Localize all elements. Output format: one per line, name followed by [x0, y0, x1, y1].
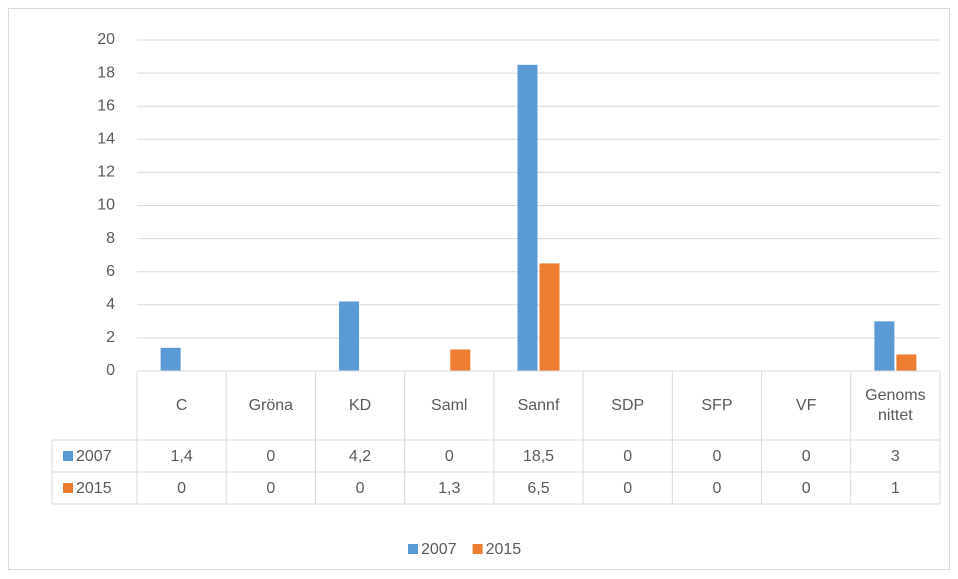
x-tick-label: SDP — [611, 397, 645, 414]
category-cell-box: Saml — [405, 372, 494, 440]
category-cell-box: Genomsnittet — [851, 372, 940, 440]
bar — [339, 301, 360, 371]
bar — [160, 347, 181, 371]
table-value: 0 — [802, 480, 811, 497]
legend-key — [408, 544, 418, 554]
category-cell-box: C — [137, 372, 226, 440]
category-cell: Gröna — [226, 372, 315, 440]
table-value: 1 — [891, 480, 900, 497]
category-cell-box: VF — [762, 372, 851, 440]
x-tick-label: Sannf — [517, 397, 560, 414]
table-value: 6,5 — [527, 480, 549, 497]
category-cell: SFP — [672, 372, 761, 440]
y-tick-label: 12 — [97, 164, 115, 181]
y-tick-label: 6 — [106, 263, 115, 280]
category-cell: Saml — [405, 372, 494, 440]
table-value: 0 — [623, 480, 632, 497]
category-cell-box: Gröna — [226, 372, 315, 440]
table-value: 1,4 — [170, 448, 192, 465]
y-tick-label: 4 — [106, 296, 115, 313]
table-value: 0 — [356, 480, 365, 497]
y-tick-label: 18 — [97, 64, 115, 81]
bar — [539, 263, 560, 371]
category-cell-box: KD — [315, 372, 404, 440]
table-value: 18,5 — [523, 448, 554, 465]
table-value: 0 — [445, 448, 454, 465]
x-tick-label: Genomsnittet — [865, 387, 926, 424]
legend-label: 2015 — [486, 541, 522, 558]
table-value: 0 — [177, 480, 186, 497]
x-tick-label: Saml — [431, 397, 468, 414]
x-tick-label: C — [175, 397, 188, 414]
legend-label: 2007 — [421, 541, 457, 558]
category-cell: C — [137, 372, 226, 440]
bar — [450, 349, 471, 371]
table-value: 3 — [891, 448, 900, 465]
table-series-name: 2007 — [76, 448, 112, 465]
y-tick-label: 8 — [106, 230, 115, 247]
y-tick-label: 16 — [97, 97, 115, 114]
y-tick-label: 2 — [106, 329, 115, 346]
table-value: 0 — [266, 480, 275, 497]
y-tick-label: 20 — [97, 31, 115, 48]
x-tick-label: Gröna — [248, 397, 294, 414]
chart-border — [8, 8, 950, 570]
legend-key — [472, 544, 483, 554]
category-cell: VF — [762, 372, 851, 440]
x-tick-label: SFP — [701, 397, 733, 414]
category-cell: Sannf — [494, 372, 583, 440]
category-cell-box: Sannf — [494, 372, 583, 440]
x-tick-label: KD — [348, 397, 372, 414]
category-cell: KD — [315, 372, 404, 440]
table-series-name: 2015 — [76, 480, 112, 497]
y-tick-label: 14 — [97, 131, 115, 148]
category-cell-box: SDP — [583, 372, 672, 440]
table-value: 4,2 — [349, 448, 371, 465]
category-cell: Genomsnittet — [851, 372, 940, 440]
table-value: 0 — [266, 448, 275, 465]
bar — [874, 321, 895, 371]
category-cell: SDP — [583, 372, 672, 440]
table-legend-key — [63, 451, 73, 461]
x-tick-label: VF — [795, 397, 817, 414]
bar — [896, 354, 917, 371]
table-value: 0 — [802, 448, 811, 465]
y-tick-label: 0 — [106, 362, 115, 379]
table-value: 0 — [623, 448, 632, 465]
table-legend-key — [63, 483, 73, 493]
table-value: 0 — [712, 480, 721, 497]
bar — [517, 64, 538, 371]
table-value: 1,3 — [438, 480, 460, 497]
category-cell-box: SFP — [672, 372, 761, 440]
y-tick-label: 10 — [97, 197, 115, 214]
table-value: 0 — [712, 448, 721, 465]
